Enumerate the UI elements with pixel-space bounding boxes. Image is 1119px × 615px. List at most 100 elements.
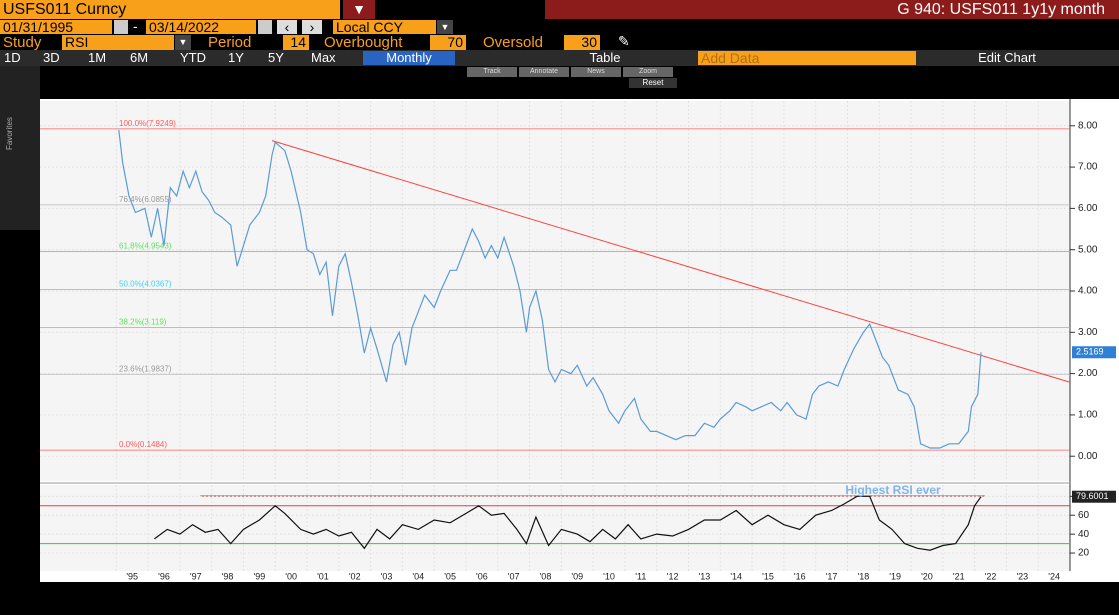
fib-label: 76.4%(6.0855) (119, 195, 172, 204)
x-tick-label: '03 (381, 571, 393, 581)
price-panel (40, 101, 1070, 481)
y-tick-label: 0.00 (1078, 451, 1098, 462)
period-label: Period (208, 34, 252, 51)
x-tick-label: '07 (508, 571, 520, 581)
range-button[interactable]: Max (311, 50, 336, 65)
fib-label: 50.0%(4.0367) (119, 280, 172, 289)
y-tick-label: 7.00 (1078, 162, 1098, 173)
fib-label: 61.8%(4.9543) (119, 242, 172, 251)
chart-tool[interactable]: Zoom (623, 67, 673, 77)
dash: - (133, 18, 138, 34)
x-tick-label: '14 (730, 571, 742, 581)
y-tick-label: 8.00 (1078, 120, 1098, 131)
x-tick-label: '04 (412, 571, 424, 581)
series-line (118, 129, 982, 449)
calendar-icon[interactable] (258, 20, 272, 34)
overbought[interactable]: 70 (430, 35, 466, 50)
reset-button[interactable]: Reset (629, 78, 677, 88)
y-tick-label: 1.00 (1078, 410, 1098, 421)
x-tick-label: '09 (571, 571, 583, 581)
trendline (271, 140, 1071, 383)
x-tick-label: '08 (540, 571, 552, 581)
annotation: Highest RSI ever (845, 483, 941, 497)
x-tick-label: '02 (349, 571, 361, 581)
chart-tool[interactable]: News (571, 67, 621, 77)
x-tick-label: '13 (699, 571, 711, 581)
range-button[interactable]: 1M (88, 50, 107, 65)
x-tick-label: '18 (857, 571, 869, 581)
dropdown[interactable]: ▼ (343, 0, 375, 19)
study-label: Study (3, 34, 42, 51)
x-tick-label: '22 (985, 571, 997, 581)
x-tick-label: '23 (1016, 571, 1028, 581)
x-tick-label: '21 (953, 571, 965, 581)
rsi-panel (40, 485, 1070, 571)
x-tick-label: '95 (126, 571, 138, 581)
last-value-box (1072, 490, 1116, 503)
x-tick-label: '11 (635, 571, 646, 581)
x-tick-label: '97 (190, 571, 202, 581)
next-button[interactable]: › (302, 20, 322, 34)
tool-sidebar (0, 66, 40, 230)
calendar-icon[interactable] (114, 20, 128, 34)
y-tick-label: 2.00 (1078, 368, 1098, 379)
x-tick-label: '17 (826, 571, 838, 581)
x-tick-label: '05 (444, 571, 456, 581)
range-button[interactable]: 6M (130, 50, 149, 65)
dropdown[interactable]: ▼ (175, 35, 191, 50)
chart-tool[interactable]: Annotate (519, 67, 569, 77)
range-button[interactable]: 3D (43, 50, 60, 65)
table-button[interactable]: Table (589, 50, 621, 65)
pen-icon[interactable]: ✎ (618, 33, 630, 49)
oversold[interactable]: 30 (564, 35, 600, 50)
x-tick-label: '20 (921, 571, 933, 581)
x-tick-label: '15 (762, 571, 774, 581)
frequency[interactable]: Monthly (363, 51, 455, 65)
series-line (154, 495, 982, 551)
page: USFS011 Curncy ▼ G 940: USFS011 1y1y mon… (0, 0, 1119, 582)
fib-label: 0.0%(0.1484) (119, 440, 167, 449)
security[interactable]: USFS011 Curncy (0, 0, 340, 19)
y-tick-label: 40 (1078, 529, 1090, 540)
fib-label: 38.2%(3.119) (119, 317, 167, 326)
y-tick-label: 3.00 (1078, 327, 1098, 338)
x-tick-label: '16 (794, 571, 806, 581)
end-date[interactable]: 03/14/2022 (146, 20, 256, 34)
x-tick-label: '06 (476, 571, 488, 581)
y-tick-label: 6.00 (1078, 203, 1098, 214)
range-button[interactable]: 5Y (268, 50, 284, 65)
chart: '95 '96 '97 '98 '99 '00 '01 '02 '03 '04 '05 '06 '07 '… (40, 99, 1119, 582)
oversold-label: Oversold (483, 34, 544, 51)
fib-label: 23.6%(1.9837) (119, 364, 172, 373)
x-tick-label: '98 (222, 571, 234, 581)
last-value-label: 79.6001 (1076, 491, 1109, 501)
y-tick-label: 20 (1078, 548, 1090, 559)
range-button[interactable]: YTD (180, 50, 206, 65)
dropdown[interactable]: ▼ (437, 20, 453, 34)
overbought-label: Overbought (324, 34, 403, 51)
fib-label: 100.0%(7.9249) (119, 119, 176, 128)
prev-button[interactable]: ‹ (277, 20, 297, 34)
start-date[interactable]: 01/31/1995 (0, 20, 112, 34)
y-tick-label: 4.00 (1078, 286, 1098, 297)
x-tick-label: '99 (253, 571, 265, 581)
x-tick-label: '24 (1048, 571, 1060, 581)
function-title: G 940: USFS011 1y1y month (545, 0, 1119, 19)
x-tick-label: '19 (889, 571, 901, 581)
range-button[interactable]: 1D (4, 50, 21, 65)
edit-chart[interactable]: Edit Chart (978, 50, 1036, 65)
study[interactable]: RSI (62, 35, 174, 50)
x-tick-label: '96 (158, 571, 170, 581)
add-data[interactable]: Add Data (698, 51, 916, 65)
x-tick-label: '12 (667, 571, 679, 581)
x-tick-label: '10 (603, 571, 615, 581)
last-value-label: 2.5169 (1076, 347, 1104, 357)
period[interactable]: 14 (283, 35, 309, 50)
x-tick-label: '01 (317, 571, 329, 581)
x-tick-label: '00 (285, 571, 297, 581)
currency[interactable]: Local CCY (333, 20, 436, 34)
last-value-box (1072, 346, 1116, 359)
chart-tool[interactable]: Track (467, 67, 517, 77)
range-button[interactable]: 1Y (228, 50, 244, 65)
y-tick-label: 5.00 (1078, 244, 1098, 255)
